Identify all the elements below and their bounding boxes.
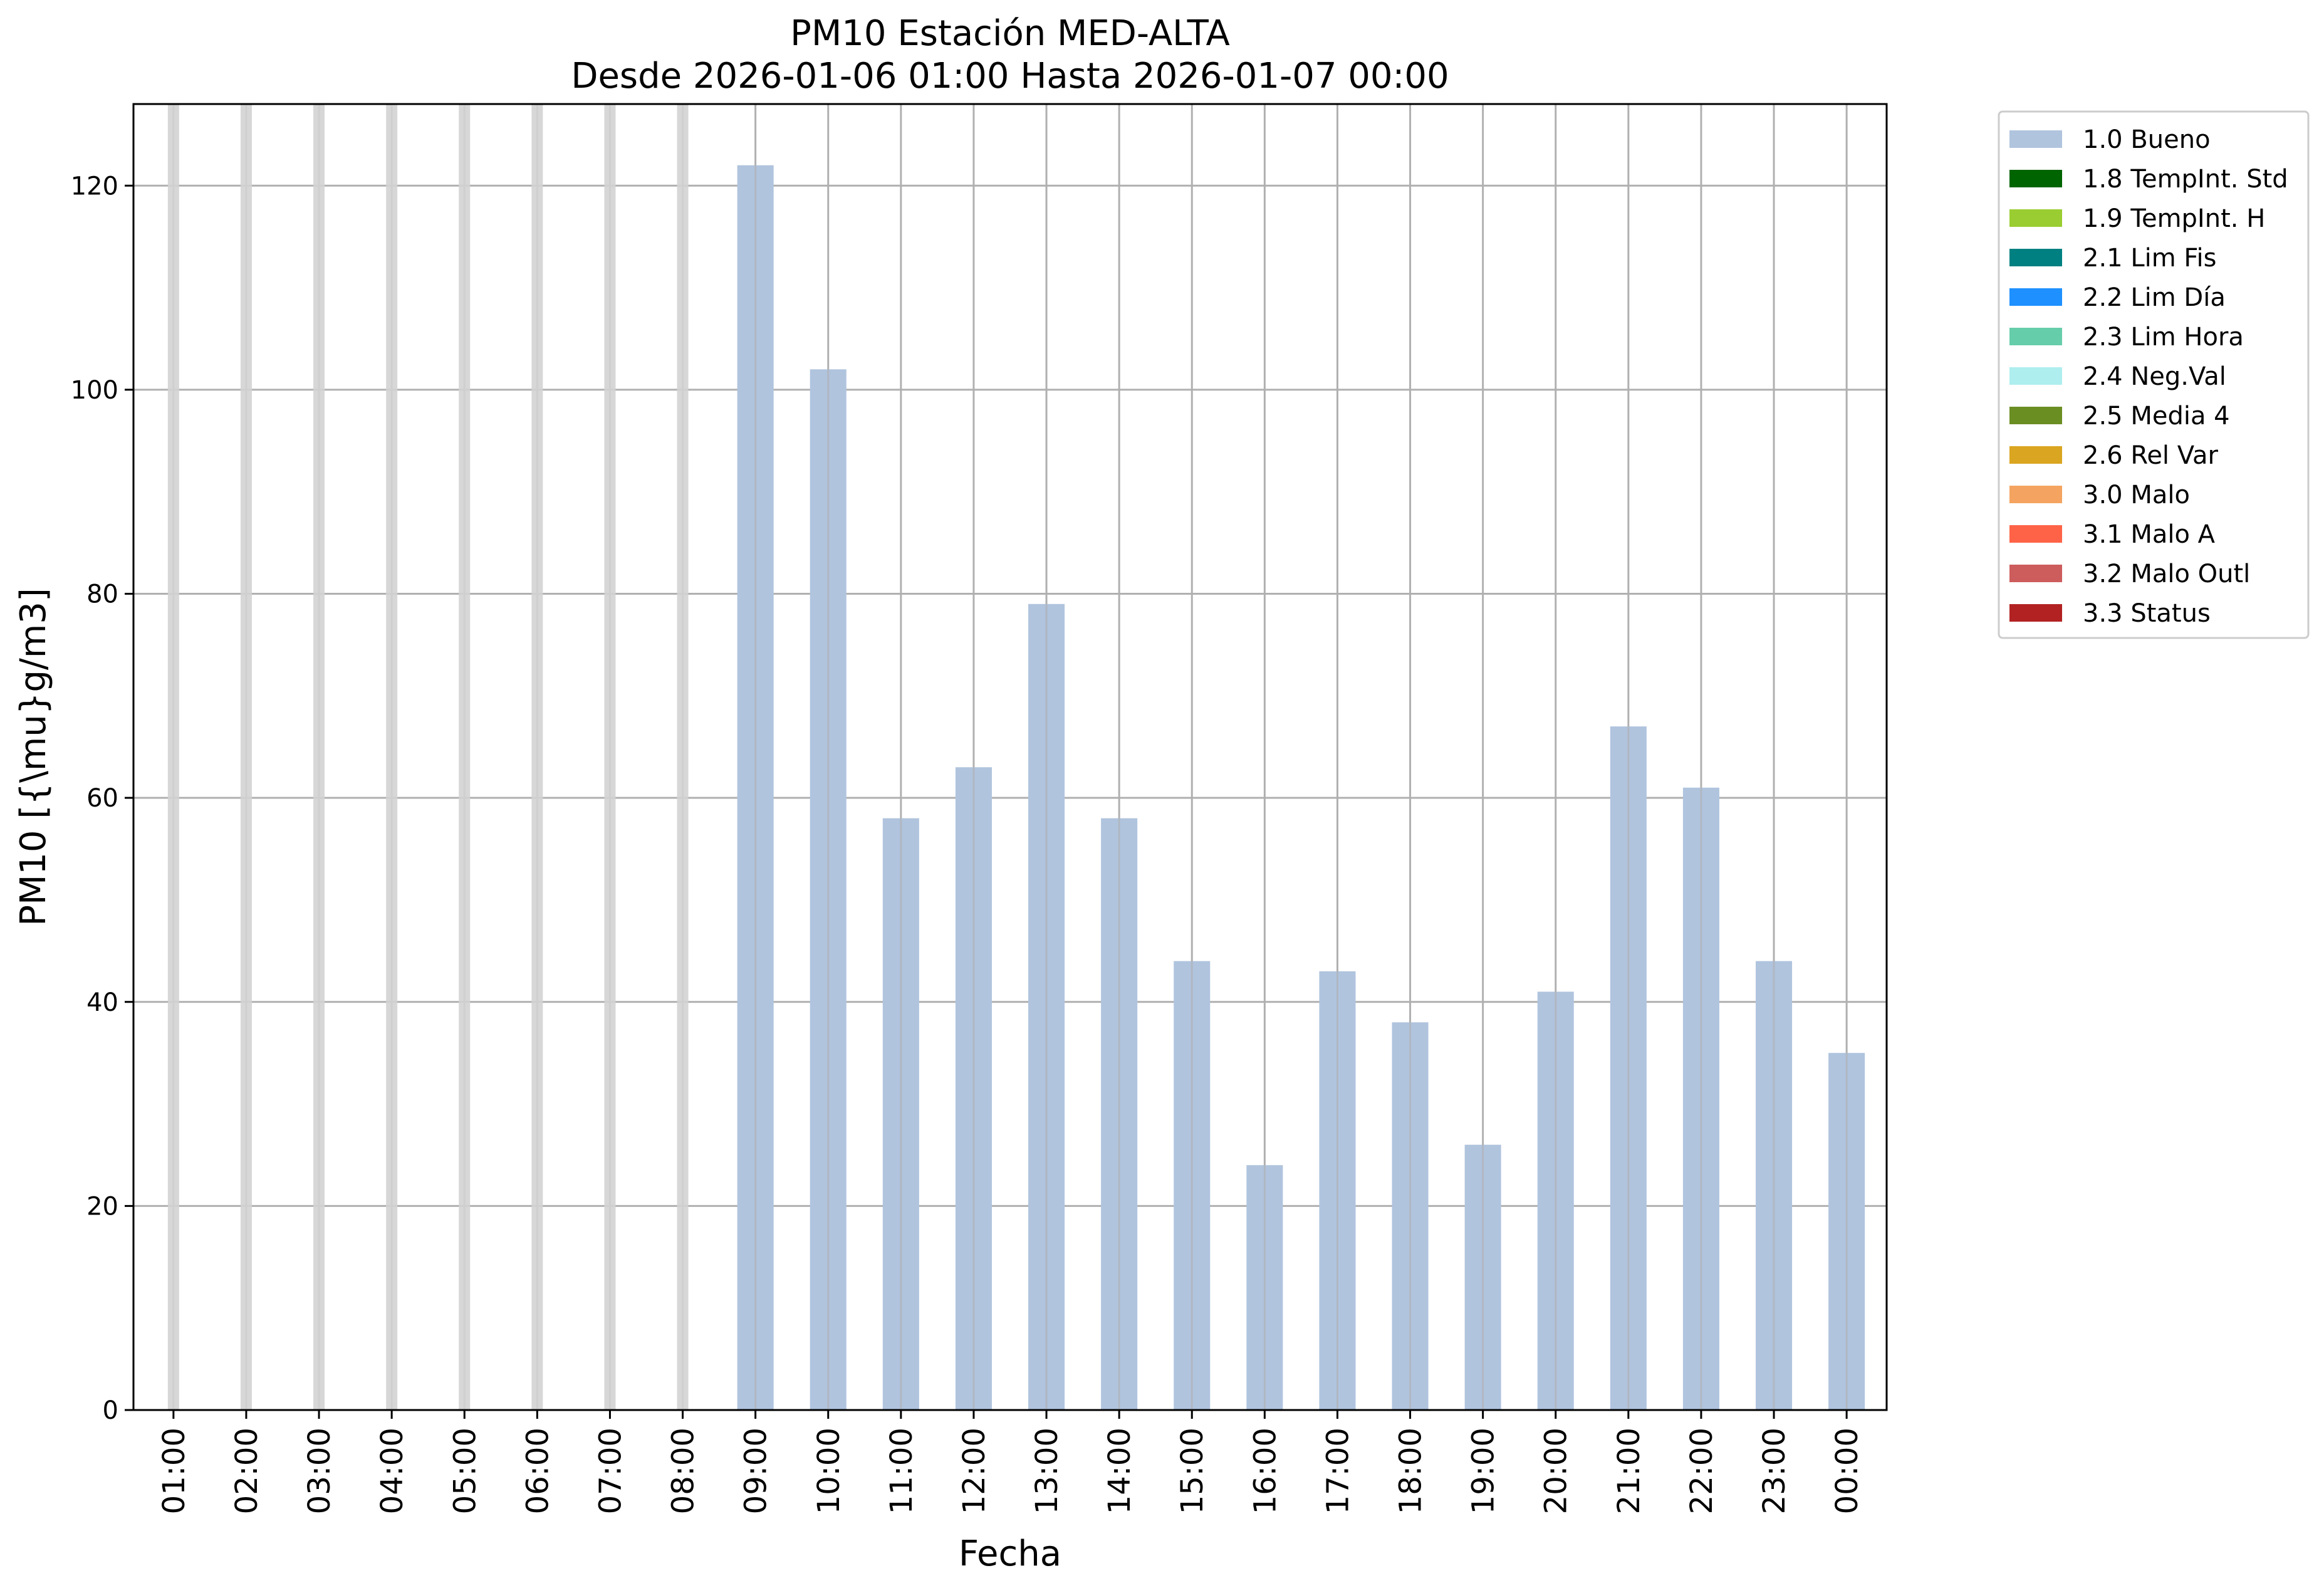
- legend-swatch: [2009, 407, 2062, 424]
- legend-swatch: [2009, 486, 2062, 503]
- missing-data-marker: [604, 104, 616, 1410]
- x-tick-label: 07:00: [593, 1428, 628, 1514]
- legend-label: 2.1 Lim Fis: [2083, 244, 2216, 273]
- legend-label: 3.1 Malo A: [2083, 520, 2216, 549]
- legend-label: 1.9 TempInt. H: [2083, 204, 2265, 233]
- x-tick-label: 14:00: [1102, 1428, 1137, 1514]
- y-tick-label: 100: [71, 376, 118, 405]
- legend-label: 1.0 Bueno: [2083, 125, 2211, 154]
- x-tick-label: 08:00: [666, 1428, 701, 1514]
- missing-data-marker: [459, 104, 471, 1410]
- missing-data-marker: [240, 104, 252, 1410]
- x-tick-label: 10:00: [811, 1428, 847, 1514]
- legend-label: 3.3 Status: [2083, 599, 2211, 628]
- legend-swatch: [2009, 604, 2062, 622]
- missing-data-marker: [313, 104, 325, 1410]
- y-tick-label: 0: [103, 1396, 118, 1425]
- x-tick-label: 06:00: [520, 1428, 555, 1514]
- x-axis: 01:00 02:00 03:00 04:00 05:00 06:00 07:00 08:00…: [157, 1410, 1865, 1514]
- y-axis: 0 20 40 60 80 100 120: [71, 172, 133, 1425]
- legend-label: 2.2 Lim Día: [2083, 283, 2226, 312]
- legend-label: 2.4 Neg.Val: [2083, 362, 2226, 391]
- x-tick-label: 12:00: [957, 1428, 992, 1514]
- y-axis-label: PM10 [{\mu}g/m3]: [13, 588, 54, 926]
- x-tick-label: 13:00: [1029, 1428, 1065, 1514]
- y-tick-label: 20: [86, 1192, 118, 1221]
- legend-label: 3.0 Malo: [2083, 481, 2190, 509]
- missing-data-marker: [531, 104, 543, 1410]
- x-tick-label: 09:00: [739, 1428, 774, 1514]
- x-tick-label: 18:00: [1394, 1428, 1429, 1514]
- legend-label: 1.8 TempInt. Std: [2083, 165, 2288, 194]
- plot-area-frame: [132, 103, 1888, 1411]
- y-tick-label: 120: [71, 172, 118, 201]
- y-tick-label: 80: [86, 580, 118, 609]
- missing-data-marker: [386, 104, 398, 1410]
- x-axis-label: Fecha: [959, 1533, 1061, 1574]
- x-tick-label: 05:00: [447, 1428, 482, 1514]
- x-tick-label: 16:00: [1248, 1428, 1283, 1514]
- missing-data-marker: [167, 104, 179, 1410]
- legend-label: 2.5 Media 4: [2083, 402, 2230, 431]
- x-tick-label: 02:00: [229, 1428, 264, 1514]
- x-tick-label: 04:00: [375, 1428, 410, 1514]
- legend-swatch: [2009, 565, 2062, 582]
- x-tick-label: 23:00: [1757, 1428, 1792, 1514]
- x-tick-label: 19:00: [1466, 1428, 1501, 1514]
- x-tick-label: 20:00: [1539, 1428, 1574, 1514]
- legend-swatch: [2009, 525, 2062, 543]
- legend: 1.0 Bueno 1.8 TempInt. Std 1.9 TempInt. H 2…: [1998, 110, 2310, 639]
- legend-swatch: [2009, 328, 2062, 345]
- y-tick-label: 60: [86, 784, 118, 813]
- y-tick-label: 40: [86, 988, 118, 1017]
- x-tick-label: 21:00: [1612, 1428, 1647, 1514]
- legend-swatch: [2009, 170, 2062, 187]
- x-tick-label: 22:00: [1684, 1428, 1719, 1514]
- chart-subtitle: Desde 2026-01-06 01:00 Hasta 2026-01-07 …: [571, 56, 1449, 97]
- legend-swatch: [2009, 130, 2062, 148]
- legend-label: 2.6 Rel Var: [2083, 441, 2219, 470]
- legend-swatch: [2009, 209, 2062, 227]
- legend-swatch: [2009, 446, 2062, 464]
- legend-box: [1998, 110, 2310, 639]
- missing-data-markers: [167, 104, 689, 1410]
- legend-swatch: [2009, 288, 2062, 306]
- legend-label: 3.2 Malo Outl: [2083, 560, 2250, 588]
- x-tick-label: 17:00: [1320, 1428, 1355, 1514]
- x-tick-label: 01:00: [157, 1428, 192, 1514]
- legend-swatch: [2009, 367, 2062, 385]
- x-tick-label: 15:00: [1175, 1428, 1210, 1514]
- x-tick-label: 11:00: [884, 1428, 919, 1514]
- chart-title: PM10 Estación MED-ALTA: [790, 13, 1230, 54]
- x-tick-label: 00:00: [1830, 1428, 1865, 1514]
- x-tick-label: 03:00: [302, 1428, 337, 1514]
- legend-swatch: [2009, 249, 2062, 266]
- bars: [737, 165, 1865, 1410]
- missing-data-marker: [677, 104, 689, 1410]
- legend-label: 2.3 Lim Hora: [2083, 323, 2244, 352]
